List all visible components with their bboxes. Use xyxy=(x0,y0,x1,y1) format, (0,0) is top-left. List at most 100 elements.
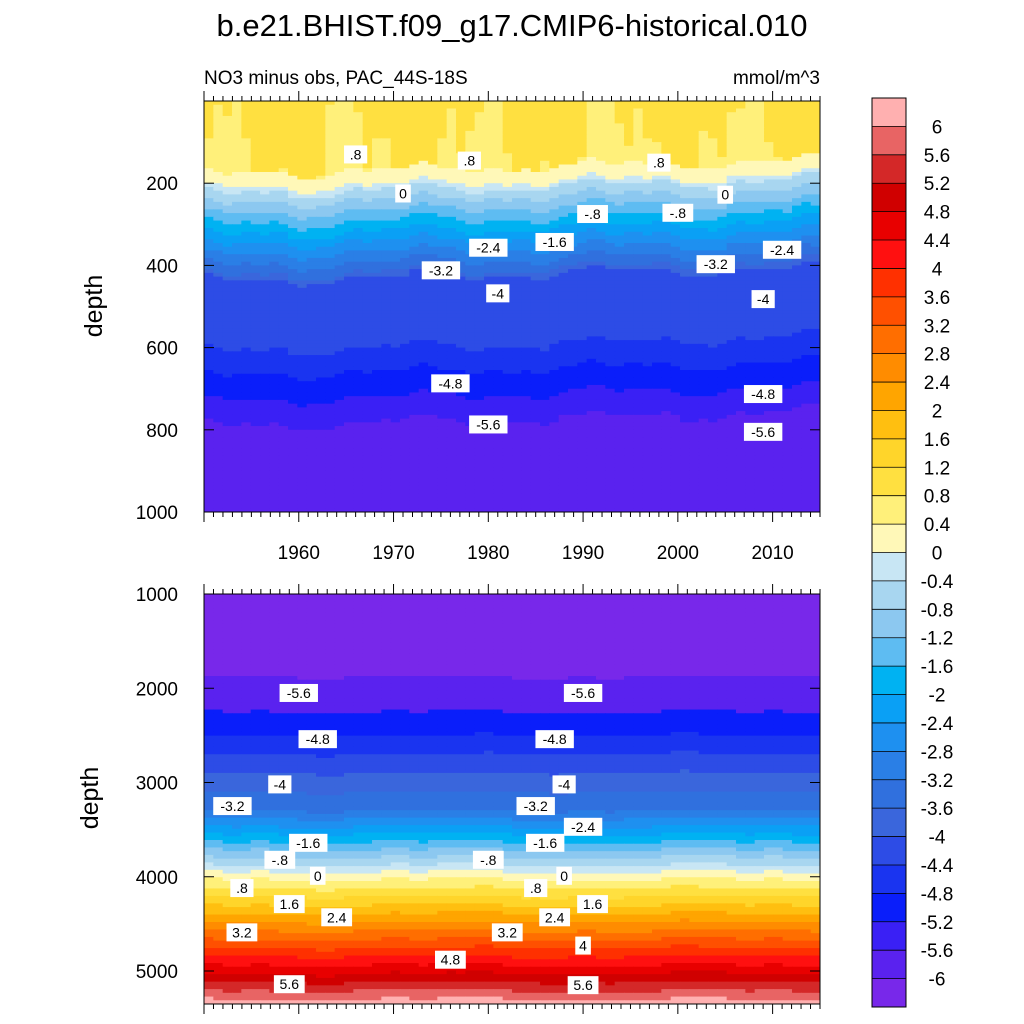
colorbar-swatch xyxy=(872,808,906,837)
bottom-ytick-label: 3000 xyxy=(136,774,178,795)
bottom-ytick-label: 2000 xyxy=(136,679,178,700)
bottom-contour-label: -1.6 xyxy=(289,833,328,852)
top-xtick-label: 1970 xyxy=(372,543,414,564)
colorbar-swatch xyxy=(872,410,906,440)
colorbar-label: -1.6 xyxy=(921,657,954,678)
bottom-ytick-label: 1000 xyxy=(136,585,178,606)
colorbar-label: -5.2 xyxy=(921,913,954,934)
colorbar-swatch xyxy=(872,609,906,639)
top-xtick-label: 1990 xyxy=(562,543,604,564)
colorbar-swatch xyxy=(872,183,906,213)
colorbar-swatch xyxy=(872,864,906,894)
colorbar-swatch xyxy=(872,353,906,383)
top-plot-area: 200 400 600 800 1000 1960 1970 1980 1990 2000 2010… xyxy=(136,91,821,564)
bottom-contour-label: .8 xyxy=(524,879,548,898)
top-contour-label: -3.2 xyxy=(421,261,461,280)
bottom-contour-label: -4.8 xyxy=(535,730,574,749)
colorbar-label: 2.4 xyxy=(924,373,951,394)
top-contour-label: -5.6 xyxy=(743,422,783,441)
colorbar-swatch xyxy=(872,382,906,411)
colorbar-label: 4 xyxy=(932,259,943,280)
top-subtitle: NO3 minus obs, PAC_44S-18S xyxy=(204,68,468,89)
top-contour-label: 0 xyxy=(717,185,734,204)
bottom-contour-label: 1.6 xyxy=(577,895,608,914)
bottom-contour-label: 2.4 xyxy=(539,908,571,927)
top-contour-label: -1.6 xyxy=(535,232,574,251)
bottom-ytick-label: 4000 xyxy=(136,868,178,889)
top-contour-label: -3.2 xyxy=(696,255,735,274)
top-xtick-label: 2010 xyxy=(751,543,793,564)
colorbar-swatch xyxy=(872,722,906,752)
colorbar-label: 0.8 xyxy=(924,487,950,508)
top-contour-label: -.8 xyxy=(662,203,694,222)
bottom-contour-label: -3.2 xyxy=(213,797,252,816)
top-xtick-label: 1980 xyxy=(467,543,509,564)
colorbar-label: -1.2 xyxy=(921,629,954,650)
bottom-contour-label: -4 xyxy=(268,775,292,794)
colorbar-label: 2.8 xyxy=(924,345,950,366)
top-contour-label: .8 xyxy=(344,145,368,164)
colorbar-swatch xyxy=(872,978,906,1008)
colorbar-label: 5.2 xyxy=(924,174,950,195)
top-frame xyxy=(203,100,821,513)
bottom-contour-label: -1.6 xyxy=(525,833,565,852)
colorbar-swatch xyxy=(872,893,906,923)
top-ytick-label: 200 xyxy=(146,174,178,195)
colorbar-frame xyxy=(871,97,907,1008)
bottom-contour-label: .8 xyxy=(230,879,254,898)
colorbar-swatch xyxy=(872,325,906,355)
bottom-contour-label: 2.4 xyxy=(321,908,353,927)
bottom-contour-label: -5.6 xyxy=(279,683,318,702)
bottom-contour-label: 0 xyxy=(556,866,572,885)
colorbar-label: -3.2 xyxy=(921,771,954,792)
top-xtick-label: 1960 xyxy=(278,543,320,564)
colorbar-label: 3.2 xyxy=(924,316,950,337)
top-contour-label: -2.4 xyxy=(469,238,508,257)
colorbar-swatch xyxy=(872,751,906,781)
colorbar-label: -0.8 xyxy=(921,600,954,621)
colorbar-label: 1.6 xyxy=(924,430,950,451)
colorbar-swatch xyxy=(872,154,906,184)
colorbar-swatch xyxy=(872,921,906,951)
colorbar-label: 1.2 xyxy=(924,458,950,479)
colorbar-swatch xyxy=(872,240,906,269)
colorbar-label: -4.8 xyxy=(921,884,954,905)
bottom-contour-label: -.8 xyxy=(264,850,296,869)
top-contour-label: -4.8 xyxy=(431,374,470,393)
colorbar-label: -0.4 xyxy=(921,572,954,593)
colorbar-swatch xyxy=(872,552,906,582)
colorbar-label: -2 xyxy=(929,686,946,707)
bottom-contour-label: -5.6 xyxy=(563,683,603,702)
top-ytick-label: 1000 xyxy=(136,503,178,524)
bottom-ytick-label: 5000 xyxy=(136,962,178,983)
colorbar-label: 0.4 xyxy=(924,515,951,536)
bottom-contour-label: 5.6 xyxy=(273,975,305,994)
bottom-contour-label: 3.2 xyxy=(491,923,523,942)
top-contour-label: -.8 xyxy=(577,205,608,224)
colorbar-label: 4.4 xyxy=(924,231,951,252)
bottom-contour-label: 1.6 xyxy=(273,895,305,914)
colorbar-swatch xyxy=(872,495,906,525)
bottom-contour-label: 4 xyxy=(575,936,591,955)
colorbar-swatch xyxy=(872,950,906,979)
colorbar-label: 2 xyxy=(932,401,943,422)
colorbar-swatch xyxy=(872,126,906,156)
top-ytick-label: 600 xyxy=(146,339,178,360)
top-contour-label: -4 xyxy=(486,284,510,303)
colorbar-swatch xyxy=(872,438,906,468)
bottom-contour-label: 4.8 xyxy=(435,950,466,969)
figure-title: b.e21.BHIST.f09_g17.CMIP6-historical.010 xyxy=(216,8,807,43)
bottom-contour-label: -3.2 xyxy=(516,797,555,816)
top-contour-label: 0 xyxy=(395,184,411,203)
colorbar-swatch xyxy=(872,467,906,497)
bottom-contour-label: -.8 xyxy=(472,850,504,869)
top-contour-label: .8 xyxy=(647,153,671,172)
bottom-contour-label: -2.4 xyxy=(563,817,603,836)
top-contour-label: -2.4 xyxy=(762,240,802,259)
colorbar-swatch xyxy=(872,98,906,127)
colorbar-label: -4.4 xyxy=(921,856,954,877)
colorbar-label: 0 xyxy=(932,544,943,565)
